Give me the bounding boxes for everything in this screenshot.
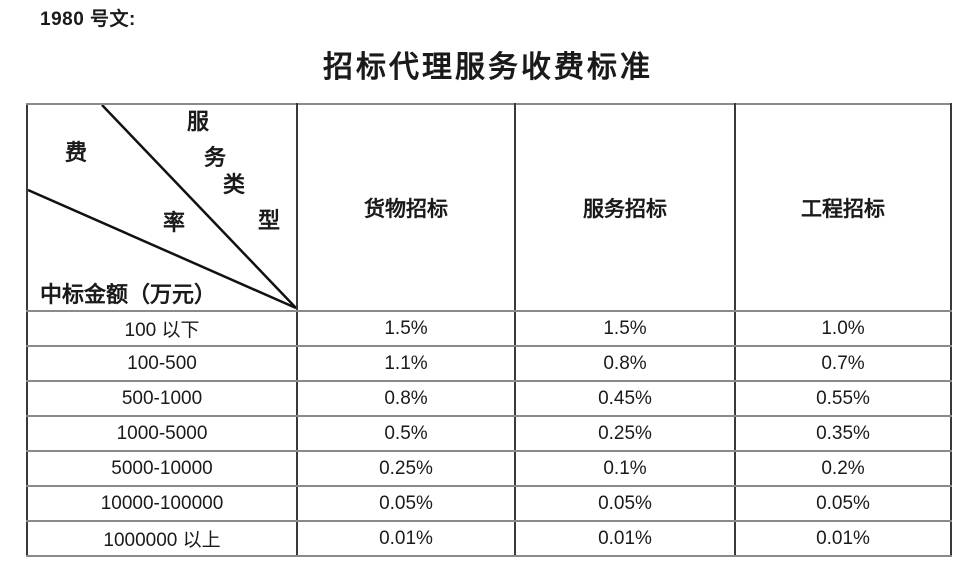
- fee-value-cell: 0.05%: [296, 485, 516, 522]
- corner-diagonal-area: 服 务 类 型 费 率 中标金额（万元）: [28, 105, 297, 310]
- fee-value-cell: 1.0%: [734, 310, 952, 347]
- fee-value-cell: 0.55%: [734, 380, 952, 417]
- fee-value-cell: 0.25%: [514, 415, 736, 452]
- fee-value-cell: 1.1%: [296, 345, 516, 382]
- fee-value-cell: 1.5%: [296, 310, 516, 347]
- table-row: 1000-5000 0.5% 0.25% 0.35%: [26, 415, 952, 452]
- amount-range-cell: 500-1000: [26, 380, 298, 417]
- fee-value-cell: 0.25%: [296, 450, 516, 487]
- amount-range-cell: 10000-100000: [26, 485, 298, 522]
- table-row: 100-500 1.1% 0.8% 0.7%: [26, 345, 952, 382]
- amount-range-cell: 1000-5000: [26, 415, 298, 452]
- fee-value-cell: 0.05%: [734, 485, 952, 522]
- fee-value-cell: 0.8%: [514, 345, 736, 382]
- fee-value-cell: 0.01%: [734, 520, 952, 557]
- corner-label-amount: 中标金额（万元）: [40, 282, 217, 307]
- fee-value-cell: 0.05%: [514, 485, 736, 522]
- fee-value-cell: 0.01%: [514, 520, 736, 557]
- fee-value-cell: 0.2%: [734, 450, 952, 487]
- fee-value-cell: 0.01%: [296, 520, 516, 557]
- corner-header-cell: 服 务 类 型 费 率 中标金额（万元）: [26, 103, 298, 312]
- fee-standard-table: 服 务 类 型 费 率 中标金额（万元） 货物招标 服务招标 工程招标 100 …: [26, 103, 952, 557]
- diagonal-divider-lines: [28, 105, 297, 310]
- table-row: 5000-10000 0.25% 0.1% 0.2%: [26, 450, 952, 487]
- corner-label-service-type-char: 服: [187, 109, 210, 134]
- table-row: 1000000 以上 0.01% 0.01% 0.01%: [26, 520, 952, 557]
- fee-value-cell: 0.8%: [296, 380, 516, 417]
- column-header-engineering: 工程招标: [734, 103, 952, 312]
- corner-label-fee-rate-char: 率: [163, 210, 186, 235]
- column-header-goods: 货物招标: [296, 103, 516, 312]
- doc-number-label: 1980 号文:: [40, 9, 136, 30]
- page-title: 招标代理服务收费标准: [323, 51, 653, 84]
- fee-value-cell: 1.5%: [514, 310, 736, 347]
- fee-value-cell: 0.35%: [734, 415, 952, 452]
- fee-value-cell: 0.7%: [734, 345, 952, 382]
- column-header-service: 服务招标: [514, 103, 736, 312]
- table-header-row: 服 务 类 型 费 率 中标金额（万元） 货物招标 服务招标 工程招标: [26, 103, 952, 312]
- fee-value-cell: 0.1%: [514, 450, 736, 487]
- corner-label-service-type-char: 型: [258, 208, 281, 233]
- table-row: 100 以下 1.5% 1.5% 1.0%: [26, 310, 952, 347]
- amount-range-cell: 1000000 以上: [26, 520, 298, 557]
- fee-value-cell: 0.45%: [514, 380, 736, 417]
- table-row: 500-1000 0.8% 0.45% 0.55%: [26, 380, 952, 417]
- amount-range-cell: 100 以下: [26, 310, 298, 347]
- amount-range-cell: 5000-10000: [26, 450, 298, 487]
- fee-value-cell: 0.5%: [296, 415, 516, 452]
- amount-range-cell: 100-500: [26, 345, 298, 382]
- table-row: 10000-100000 0.05% 0.05% 0.05%: [26, 485, 952, 522]
- corner-label-service-type-char: 务: [204, 145, 227, 170]
- corner-label-fee-rate-char: 费: [65, 140, 88, 165]
- corner-label-service-type-char: 类: [223, 172, 246, 197]
